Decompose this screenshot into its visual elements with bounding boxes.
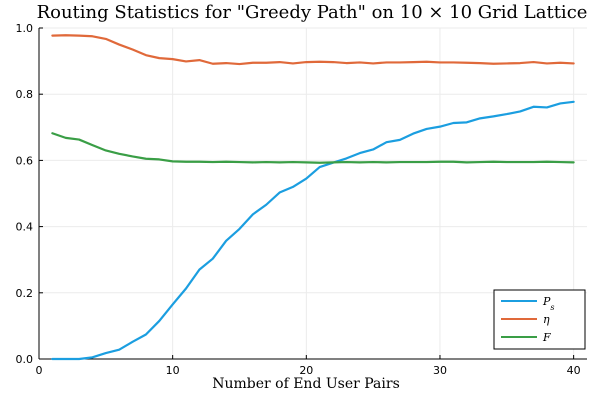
series-lines [51,34,575,361]
x-tick-label: 40 [567,364,581,377]
y-tick-label: 0.4 [16,221,34,234]
chart-title: Routing Statistics for "Greedy Path" on … [37,2,588,23]
x-tick-label: 30 [433,364,447,377]
y-tick-label: 0.2 [16,287,34,300]
legend-label: Ps [542,295,555,312]
legend-label: F [542,331,551,344]
y-tick-label: 0.0 [16,353,34,366]
axes [38,28,587,360]
y-tick-label: 0.6 [16,154,34,167]
y-tick-label: 1.0 [16,22,34,35]
x-axis-label: Number of End User Pairs [212,376,400,392]
series-line-f [51,132,575,164]
y-axis-ticks: 0.0 0.2 0.4 0.6 0.8 1.0 [16,22,43,366]
series-line-η [51,34,575,66]
legend-label: η [543,313,550,326]
x-axis-ticks: 0 10 20 30 40 [36,355,581,377]
y-tick-label: 0.8 [16,88,34,101]
x-tick-label: 20 [299,364,313,377]
x-tick-label: 0 [36,364,43,377]
series-line-ps [51,100,575,361]
x-tick-label: 10 [166,364,180,377]
